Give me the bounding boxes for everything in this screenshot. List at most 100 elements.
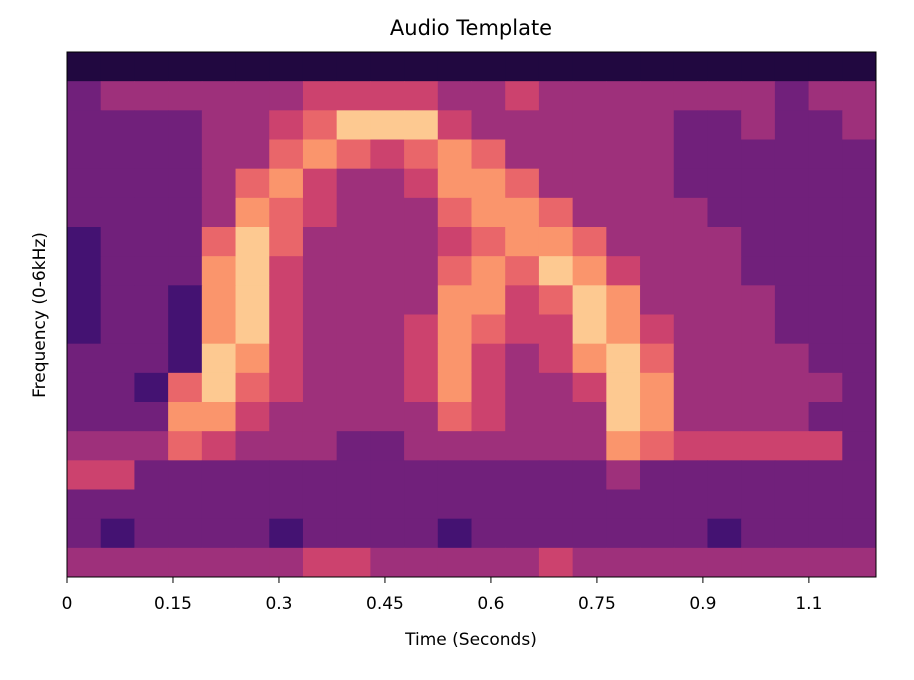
cell bbox=[201, 518, 237, 549]
cell bbox=[404, 197, 439, 228]
cell bbox=[269, 314, 304, 345]
cell bbox=[741, 197, 776, 228]
cell bbox=[471, 285, 506, 315]
cell bbox=[741, 168, 776, 199]
cell bbox=[808, 227, 843, 257]
cell bbox=[471, 431, 506, 461]
cell bbox=[606, 197, 641, 228]
x-tick-label: 0.75 bbox=[578, 594, 616, 614]
cell bbox=[134, 547, 169, 578]
cell bbox=[269, 343, 304, 374]
cell bbox=[606, 285, 641, 315]
cell bbox=[640, 285, 675, 315]
cell bbox=[538, 139, 574, 170]
cell bbox=[67, 52, 102, 82]
cell bbox=[673, 110, 708, 140]
cell bbox=[505, 285, 540, 315]
cell bbox=[538, 343, 574, 374]
cell bbox=[201, 256, 237, 286]
cell bbox=[707, 52, 742, 82]
cell bbox=[134, 110, 169, 140]
cell bbox=[437, 460, 472, 490]
cell bbox=[67, 460, 102, 490]
cell bbox=[774, 372, 810, 403]
x-tick-label: 1.1 bbox=[795, 594, 822, 614]
cell bbox=[572, 139, 607, 170]
cell bbox=[640, 139, 675, 170]
cell bbox=[67, 489, 102, 520]
cell bbox=[640, 460, 675, 490]
cell bbox=[640, 547, 675, 578]
cell bbox=[370, 314, 405, 345]
cell bbox=[741, 402, 776, 432]
cell bbox=[235, 547, 270, 578]
cell bbox=[437, 402, 472, 432]
cell bbox=[538, 547, 574, 578]
cell bbox=[235, 460, 270, 490]
cell bbox=[201, 52, 237, 82]
cell bbox=[606, 227, 641, 257]
cell bbox=[404, 168, 439, 199]
cell bbox=[572, 81, 607, 111]
cell bbox=[673, 168, 708, 199]
cell bbox=[673, 227, 708, 257]
cell bbox=[640, 256, 675, 286]
cell bbox=[336, 460, 371, 490]
cell bbox=[471, 52, 506, 82]
cell bbox=[168, 314, 203, 345]
cell bbox=[336, 168, 371, 199]
cell bbox=[336, 285, 371, 315]
cell bbox=[404, 547, 439, 578]
cell bbox=[235, 168, 270, 199]
cell bbox=[842, 314, 877, 345]
cell bbox=[370, 343, 405, 374]
cell bbox=[673, 402, 708, 432]
cell bbox=[370, 285, 405, 315]
cell bbox=[201, 460, 237, 490]
cell bbox=[370, 52, 405, 82]
cell bbox=[774, 52, 810, 82]
cell bbox=[404, 402, 439, 432]
cell bbox=[100, 460, 135, 490]
cell bbox=[370, 227, 405, 257]
cell bbox=[640, 372, 675, 403]
cell bbox=[774, 431, 810, 461]
cell bbox=[67, 314, 102, 345]
cell bbox=[235, 314, 270, 345]
cell bbox=[302, 460, 338, 490]
cell bbox=[404, 343, 439, 374]
cell bbox=[269, 139, 304, 170]
cell bbox=[505, 402, 540, 432]
cell bbox=[370, 460, 405, 490]
cell bbox=[302, 314, 338, 345]
cell bbox=[673, 256, 708, 286]
cell bbox=[134, 197, 169, 228]
cell bbox=[201, 227, 237, 257]
cell bbox=[707, 110, 742, 140]
cell bbox=[134, 518, 169, 549]
cell bbox=[404, 489, 439, 520]
cell bbox=[302, 81, 338, 111]
cell bbox=[538, 372, 574, 403]
cell bbox=[572, 227, 607, 257]
cell bbox=[808, 547, 843, 578]
cell bbox=[842, 402, 877, 432]
cell bbox=[471, 518, 506, 549]
cell bbox=[235, 431, 270, 461]
cell bbox=[471, 256, 506, 286]
cell bbox=[606, 81, 641, 111]
plot-frame bbox=[66, 51, 877, 578]
cell bbox=[100, 168, 135, 199]
cell bbox=[505, 52, 540, 82]
cell bbox=[741, 110, 776, 140]
cell bbox=[538, 489, 574, 520]
cell bbox=[741, 256, 776, 286]
cell bbox=[808, 489, 843, 520]
cell bbox=[505, 518, 540, 549]
cell bbox=[606, 402, 641, 432]
cell bbox=[100, 110, 135, 140]
cell bbox=[404, 227, 439, 257]
cell bbox=[100, 489, 135, 520]
cell bbox=[707, 547, 742, 578]
cell bbox=[437, 343, 472, 374]
